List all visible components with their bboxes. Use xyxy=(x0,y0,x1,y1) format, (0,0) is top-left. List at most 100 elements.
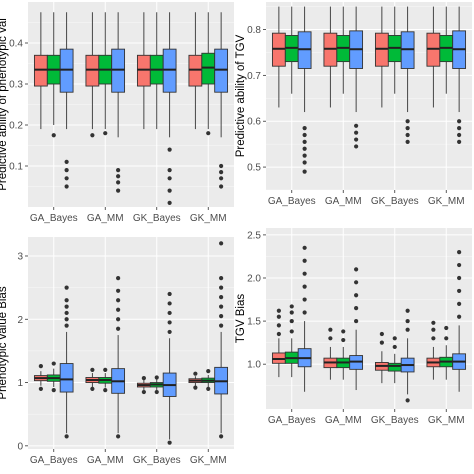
outlier-point xyxy=(141,376,146,381)
outlier-point xyxy=(116,276,121,281)
outlier-point xyxy=(302,297,307,302)
outlier-point xyxy=(64,168,69,173)
outlier-point xyxy=(64,310,69,316)
outlier-point xyxy=(219,323,224,328)
outlier-point xyxy=(167,329,172,335)
box-GA_Bayes-3 xyxy=(59,12,74,189)
outlier-point xyxy=(51,133,56,138)
outlier-point xyxy=(354,306,359,311)
box-GK_MM-2 xyxy=(201,369,216,391)
box-body xyxy=(214,48,229,93)
outlier-point xyxy=(457,125,462,131)
box-GA_MM-3 xyxy=(349,267,364,391)
outlier-point xyxy=(103,367,108,372)
y-axis-title: TGV Bias xyxy=(235,294,247,343)
outlier-point xyxy=(276,314,281,319)
box-body xyxy=(201,52,216,85)
outlier-point xyxy=(167,301,172,306)
box-body xyxy=(59,48,74,93)
box-GA_Bayes-2 xyxy=(284,304,299,378)
outlier-point xyxy=(354,130,359,135)
outlier-point xyxy=(405,398,410,403)
outlier-point xyxy=(444,325,449,331)
outlier-point xyxy=(302,125,307,131)
outlier-point xyxy=(64,184,69,189)
y-tick-label: 2 xyxy=(17,315,23,326)
outlier-point xyxy=(431,320,436,325)
x-tick-label: GA_MM xyxy=(87,455,124,466)
outlier-point xyxy=(116,180,121,185)
y-tick-label: 0.5 xyxy=(247,163,261,174)
y-tick-label: 1.0 xyxy=(247,360,261,371)
box-GK_MM-3 xyxy=(214,12,229,189)
box-GA_MM-3 xyxy=(111,12,126,193)
outlier-point xyxy=(328,336,333,341)
outlier-point xyxy=(379,331,384,337)
outlier-point xyxy=(302,132,307,138)
outlier-point xyxy=(457,132,462,138)
box-GK_Bayes-3 xyxy=(400,6,415,144)
outlier-point xyxy=(103,131,108,136)
outlier-point xyxy=(219,304,224,309)
outlier-point xyxy=(219,285,224,290)
box-GA_Bayes-1 xyxy=(271,6,286,108)
outlier-point xyxy=(51,361,56,366)
outlier-point xyxy=(405,308,410,313)
outlier-point xyxy=(405,139,410,144)
outlier-point xyxy=(289,329,294,334)
outlier-point xyxy=(405,132,410,138)
x-tick-label: GA_Bayes xyxy=(268,415,316,426)
box-GA_Bayes-2 xyxy=(46,361,61,393)
outlier-point xyxy=(116,317,121,322)
box-GA_MM-3 xyxy=(111,276,126,439)
x-tick-label: GA_MM xyxy=(325,415,362,426)
outlier-point xyxy=(302,139,307,144)
x-tick-label: GK_MM xyxy=(428,196,465,207)
outlier-point xyxy=(154,375,159,380)
outlier-point xyxy=(167,440,172,445)
x-tick-label: GK_Bayes xyxy=(133,455,181,466)
outlier-point xyxy=(167,310,172,316)
box-GK_Bayes-1 xyxy=(374,331,389,384)
outlier-point xyxy=(51,388,56,393)
y-tick-label: 2.5 xyxy=(247,230,261,241)
outlier-point xyxy=(116,307,121,312)
outlier-point xyxy=(219,276,224,281)
panel-background xyxy=(266,228,472,409)
panel-background xyxy=(28,237,234,449)
outlier-point xyxy=(64,159,69,164)
y-axis-title: Phenotypic value Bias xyxy=(0,286,9,399)
box-GA_MM-2 xyxy=(98,12,113,136)
box-GK_Bayes-3 xyxy=(162,12,177,205)
outlier-point xyxy=(289,310,294,315)
box-GA_MM-2 xyxy=(336,6,351,94)
box-body xyxy=(85,54,100,87)
box-GK_Bayes-1 xyxy=(136,12,151,130)
outlier-point xyxy=(457,301,462,306)
outlier-point xyxy=(116,288,121,293)
x-tick-label: GK_MM xyxy=(428,415,465,426)
outlier-point xyxy=(167,168,172,173)
outlier-point xyxy=(167,200,172,205)
y-tick-label: 0.6 xyxy=(247,117,261,128)
outlier-point xyxy=(457,250,462,255)
box-GK_MM-3 xyxy=(452,6,467,144)
box-GA_Bayes-2 xyxy=(284,6,299,94)
outlier-point xyxy=(405,327,410,332)
outlier-point xyxy=(354,267,359,272)
outlier-point xyxy=(206,369,211,374)
outlier-point xyxy=(193,371,198,376)
outlier-point xyxy=(457,139,462,144)
outlier-point xyxy=(38,386,43,391)
box-GA_MM-1 xyxy=(85,12,100,138)
outlier-point xyxy=(354,318,359,324)
box-GA_Bayes-1 xyxy=(33,12,48,130)
outlier-point xyxy=(219,176,224,181)
outlier-point xyxy=(354,144,359,149)
outlier-point xyxy=(219,163,224,169)
outlier-point xyxy=(302,271,307,276)
outlier-point xyxy=(116,298,121,303)
outlier-point xyxy=(405,125,410,131)
x-tick-label: GA_MM xyxy=(87,213,124,224)
